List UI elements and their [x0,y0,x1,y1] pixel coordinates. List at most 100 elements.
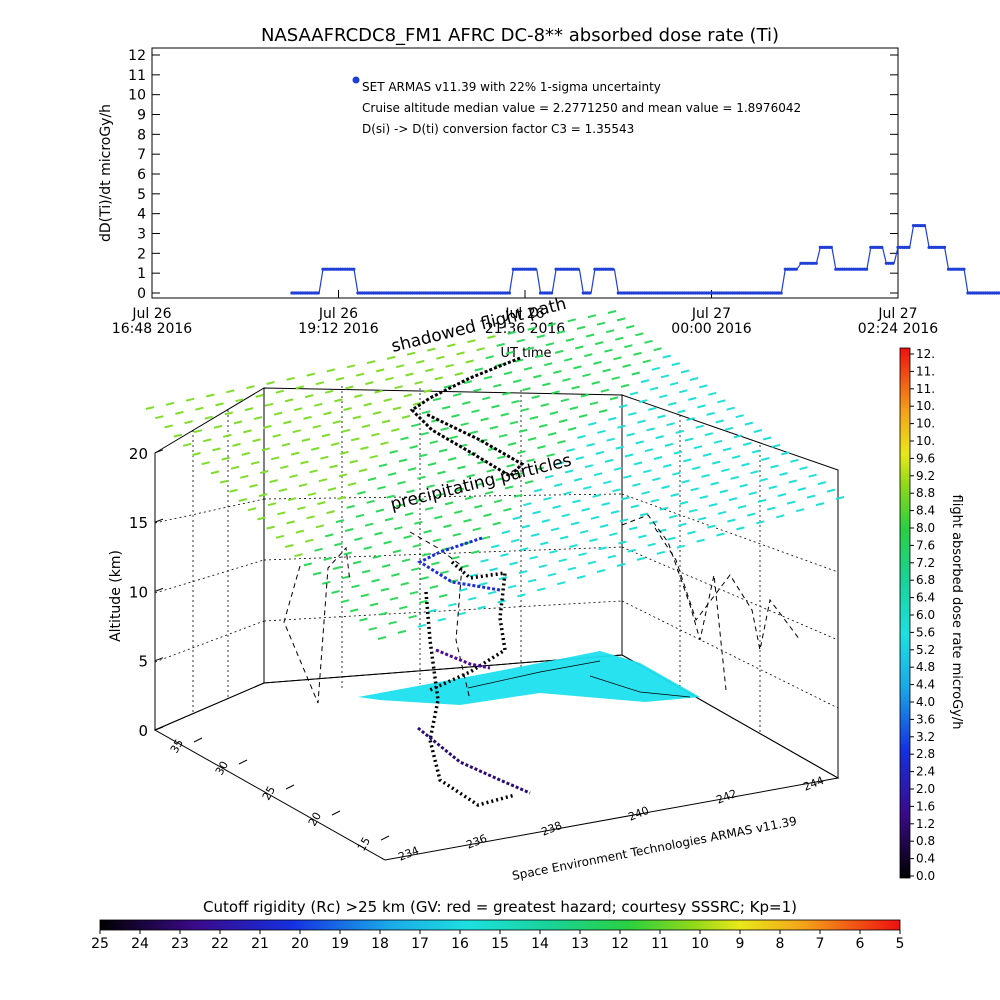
data-point [665,291,669,295]
colorbar-tick-label: 4.8 [916,660,935,674]
data-point [911,224,916,228]
particle-mark [637,419,646,424]
data-point [312,291,316,295]
particle-mark [182,442,192,447]
particle-mark [617,424,626,429]
particle-mark [383,540,392,545]
data-point [875,245,880,249]
particle-mark [602,368,611,373]
x-tick-label-date: Jul 26 [131,306,171,322]
particle-mark [761,457,770,461]
data-point [673,291,678,295]
data-point [294,291,298,295]
chart-title: NASAAFRCDC8_FM1 AFRC DC-8** absorbed dos… [261,25,779,46]
data-point [693,291,697,295]
particle-mark [538,564,548,569]
data-point [391,291,395,295]
particle-mark [498,433,508,438]
particle-mark [676,544,685,549]
particle-mark [395,364,405,369]
particle-mark [392,406,402,411]
particle-mark [477,605,486,610]
rigidity-colorbar-label: Cutoff rigidity (Rc) >25 km (GV: red = g… [203,898,797,916]
altitude-tick [154,587,164,592]
data-point [323,267,327,271]
particle-mark [363,546,372,550]
particle-mark [496,342,505,347]
data-point [914,224,918,228]
particle-mark [213,424,223,429]
data-point [522,267,526,271]
particle-mark [693,445,703,450]
particle-mark [420,431,429,436]
particle-mark [553,483,563,487]
particle-mark [347,482,357,487]
particle-mark [575,456,585,461]
data-point [511,267,515,271]
particle-mark [531,395,540,399]
particle-mark [482,396,491,401]
x-tick-label-time: 00:00 2016 [671,321,752,337]
particle-mark [578,552,587,557]
particle-mark [661,485,670,490]
particle-mark [435,492,445,497]
particle-mark [516,338,525,343]
data-point [803,261,807,265]
particle-mark [284,544,294,548]
particle-mark [570,521,580,526]
x-tick-label-date: Jul 26 [504,306,544,322]
data-point [759,291,763,295]
particle-mark [386,355,396,360]
data-point [783,267,787,271]
particle-mark [574,345,584,350]
particle-mark [361,569,371,574]
y-tick-label: 4 [137,207,146,223]
particle-mark [529,415,539,420]
data-point [561,267,565,271]
data-point [474,291,478,295]
particle-mark [357,490,366,495]
data-point [977,291,981,295]
particle-mark [437,470,446,475]
particle-mark [451,555,460,560]
rigidity-tick-label: 7 [816,936,825,952]
particle-mark [727,518,736,523]
particle-mark [414,520,423,525]
particle-mark [387,472,397,477]
colorbar-tick-label: 4.0 [916,695,935,709]
particle-mark [489,567,498,572]
data-point [336,267,340,271]
data-point [638,291,642,295]
particle-mark [229,488,238,493]
particle-mark [520,547,529,552]
particle-mark [414,380,423,385]
particle-mark [520,407,529,412]
particle-mark [708,503,718,507]
data-point [687,291,691,295]
particle-mark [424,506,434,511]
particle-mark [572,499,581,504]
data-point [676,291,680,295]
data-point [426,291,430,295]
particle-mark [270,456,280,461]
particle-mark [569,406,579,411]
particle-mark [470,550,480,555]
data-point [792,267,796,271]
colorbar-tick-label: 0.4 [916,852,935,866]
data-point [347,267,351,271]
particle-mark [547,322,556,327]
data-point [702,291,706,295]
particle-mark [232,442,241,447]
particle-mark [500,553,509,557]
particle-mark [483,375,493,380]
data-point [812,261,816,265]
particle-mark [565,337,575,342]
particle-mark [504,485,514,490]
data-point [627,291,631,295]
data-point [709,291,713,295]
data-point [966,291,970,295]
data-point [790,267,794,271]
rigidity-tick-label: 11 [651,936,669,952]
data-point [711,291,715,295]
data-point [446,291,450,295]
